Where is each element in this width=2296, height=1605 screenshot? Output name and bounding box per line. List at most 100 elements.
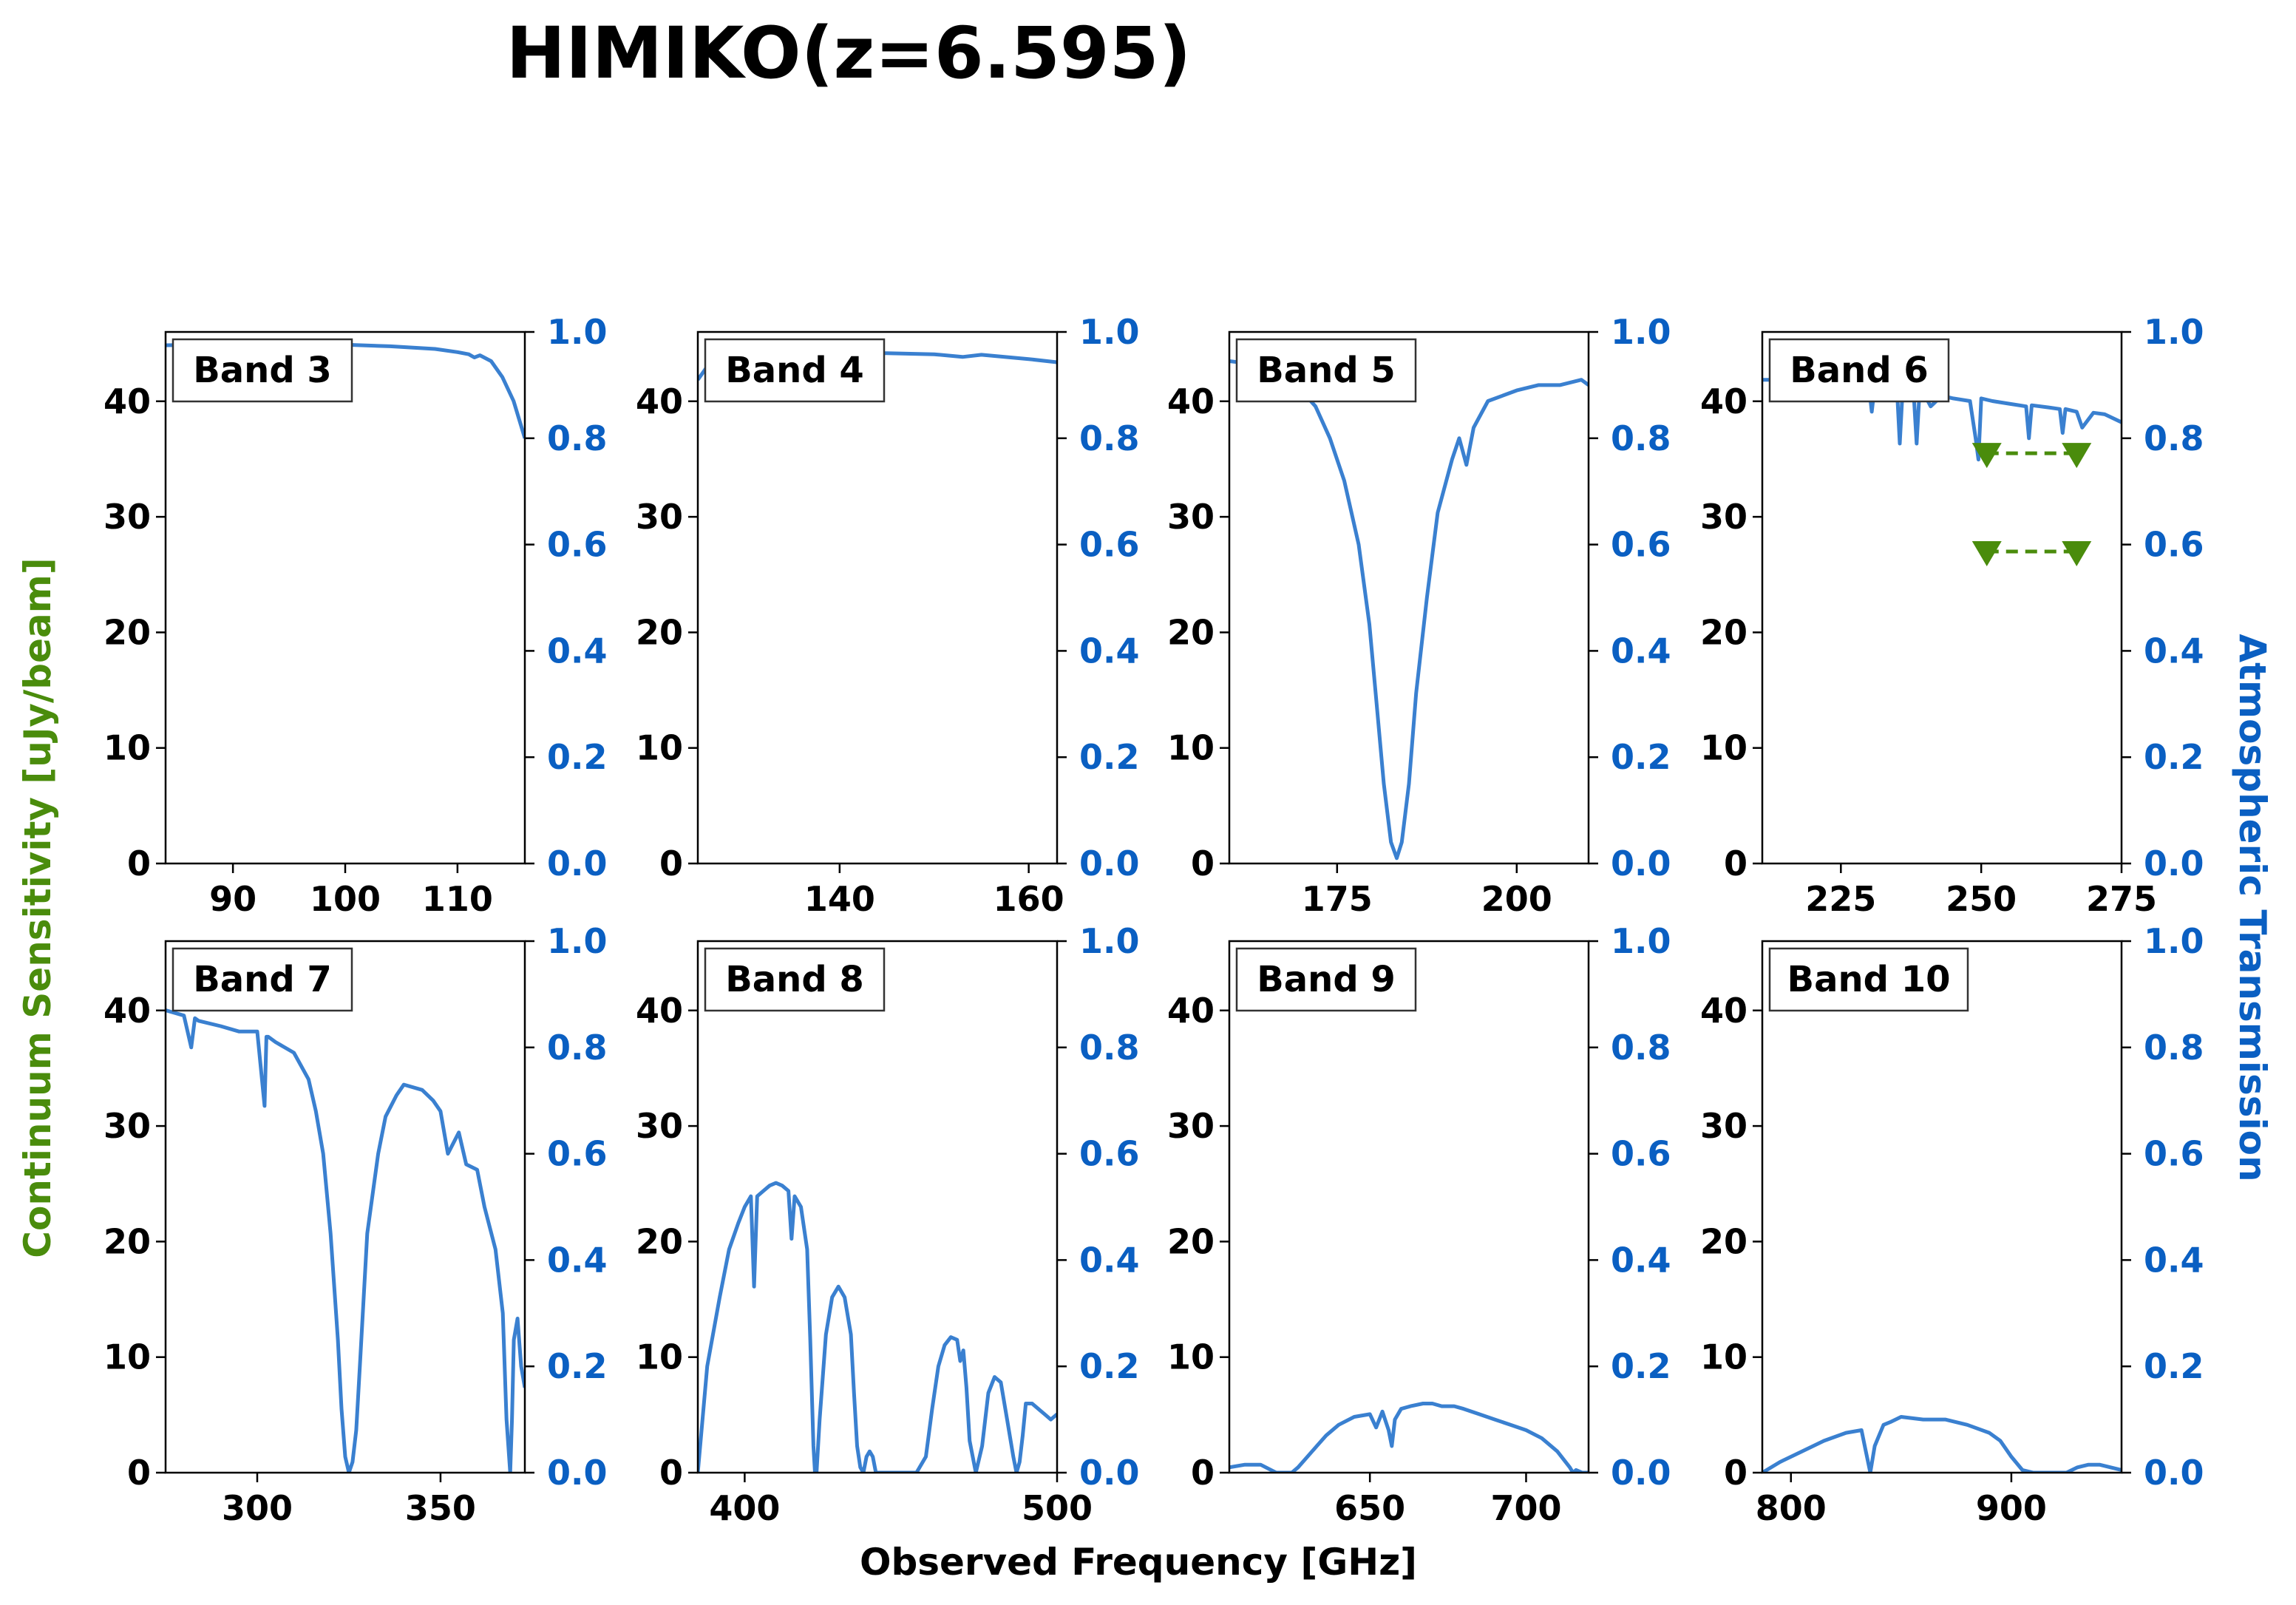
y-left-tick-label: 40 <box>1700 381 1748 421</box>
y-left-tick-label: 0 <box>1724 1453 1748 1493</box>
plot-frame <box>1761 940 2123 1474</box>
x-tick-label: 225 <box>1805 879 1876 919</box>
y-left-tick-label: 20 <box>636 612 683 652</box>
figure-title: HIMIKO(z=6.595) <box>506 12 1192 95</box>
y-right-tick-label: 0.4 <box>547 631 608 671</box>
y-left-tick-label: 20 <box>1700 1221 1748 1261</box>
y-right-tick-label: 0.2 <box>1079 737 1140 777</box>
y-right-tick-label: 0.6 <box>2144 1134 2204 1174</box>
x-tick-label: 275 <box>2086 879 2157 919</box>
y-left-tick-label: 20 <box>1700 612 1748 652</box>
y-right-tick-label: 0.8 <box>1079 418 1140 458</box>
x-tick-label: 160 <box>994 879 1064 919</box>
band-label-box <box>171 338 353 403</box>
y-left-tick-label: 30 <box>636 497 683 537</box>
y-left-tick-label: 20 <box>636 1221 683 1261</box>
y-right-tick-label: 0.0 <box>1079 1453 1140 1493</box>
band-label: Band 4 <box>725 350 864 391</box>
y-right-tick-label: 0.0 <box>1611 844 1671 883</box>
y-right-tick-label: 0.2 <box>547 1346 608 1386</box>
y-left-tick-label: 0 <box>127 844 151 883</box>
y-left-tick-label: 40 <box>1167 381 1215 421</box>
y-axis-label-left: Continuum Sensitivity [uJy/beam] <box>16 557 59 1258</box>
y-right-tick-label: 0.2 <box>2144 1346 2204 1386</box>
panel-3: 0 10 20 30 40 0.0 0.2 0.4 0.6 0.8 1.0 175 200 Band 5 <box>1167 312 1671 919</box>
y-right-tick-label: 0.2 <box>2144 737 2204 777</box>
band-label-box <box>1235 947 1417 1012</box>
y-right-tick-label: 0.8 <box>2144 418 2204 458</box>
x-tick-label: 90 <box>209 879 257 919</box>
x-axis-label: Observed Frequency [GHz] <box>860 1541 1417 1584</box>
band-label: Band 8 <box>725 959 864 1000</box>
x-tick-label: 200 <box>1481 879 1552 919</box>
y-right-tick-label: 0.2 <box>1611 737 1671 777</box>
y-right-tick-label: 0.4 <box>1611 1240 1671 1280</box>
band-label: Band 6 <box>1790 350 1929 391</box>
y-right-tick-label: 0.0 <box>1611 1453 1671 1493</box>
y-left-tick-label: 30 <box>103 497 151 537</box>
y-left-tick-label: 10 <box>1167 728 1215 768</box>
band-label: Band 3 <box>193 350 332 391</box>
y-right-tick-label: 0.4 <box>1611 631 1671 671</box>
y-right-tick-label: 0.2 <box>1611 1346 1671 1386</box>
y-left-tick-label: 0 <box>659 1453 683 1493</box>
y-right-tick-label: 0.6 <box>2144 525 2204 565</box>
upper-limit-marker <box>2062 540 2092 566</box>
transmission-curve <box>698 1181 1057 1473</box>
y-right-tick-label: 0.4 <box>1079 1240 1140 1280</box>
y-right-tick-label: 0.6 <box>1611 525 1671 565</box>
y-right-tick-label: 1.0 <box>1611 921 1671 961</box>
y-right-tick-label: 0.2 <box>1079 1346 1140 1386</box>
band-label: Band 7 <box>193 959 332 1000</box>
x-tick-label: 700 <box>1490 1488 1561 1528</box>
transmission-curve <box>166 1008 525 1473</box>
y-left-tick-label: 40 <box>1700 991 1748 1031</box>
y-left-tick-label: 10 <box>1700 728 1748 768</box>
y-right-tick-label: 1.0 <box>1079 312 1140 352</box>
upper-limit-marker <box>1971 443 2002 469</box>
panel-7: 0 10 20 30 40 0.0 0.2 0.4 0.6 0.8 1.0 650 700 Band 9 <box>1167 921 1671 1528</box>
y-right-tick-label: 0.0 <box>547 844 608 883</box>
y-left-tick-label: 20 <box>1167 1221 1215 1261</box>
y-right-tick-label: 0.8 <box>1611 1028 1671 1068</box>
y-right-tick-label: 1.0 <box>1611 312 1671 352</box>
x-tick-label: 900 <box>1976 1488 2047 1528</box>
band-label-box <box>704 947 886 1012</box>
plot-frame <box>696 940 1059 1474</box>
y-left-tick-label: 40 <box>103 381 151 421</box>
band-label-box <box>171 947 353 1012</box>
panel-4: 0 10 20 30 40 0.0 0.2 0.4 0.6 0.8 1.0 225 250 275 Band… <box>1700 312 2204 919</box>
plot-frame <box>1228 330 1590 865</box>
y-left-tick-label: 30 <box>1700 497 1748 537</box>
y-left-tick-label: 20 <box>103 1221 151 1261</box>
band-label: Band 10 <box>1787 959 1950 1000</box>
transmission-curve <box>1229 1402 1589 1473</box>
y-right-tick-label: 1.0 <box>2144 921 2204 961</box>
y-left-tick-label: 0 <box>1191 1453 1215 1493</box>
band-label: Band 5 <box>1257 350 1396 391</box>
y-left-tick-label: 20 <box>103 612 151 652</box>
y-left-tick-label: 0 <box>1191 844 1215 883</box>
y-left-tick-label: 30 <box>103 1106 151 1146</box>
y-right-tick-label: 1.0 <box>547 312 608 352</box>
y-left-tick-label: 40 <box>1167 991 1215 1031</box>
y-right-tick-label: 0.6 <box>547 1134 608 1174</box>
y-left-tick-label: 10 <box>103 728 151 768</box>
y-left-tick-label: 10 <box>636 728 683 768</box>
x-tick-label: 800 <box>1756 1488 1827 1528</box>
band-label: Band 9 <box>1257 959 1396 1000</box>
y-right-tick-label: 0.4 <box>1079 631 1140 671</box>
y-right-tick-label: 0.6 <box>1079 1134 1140 1174</box>
x-tick-label: 250 <box>1946 879 2017 919</box>
x-tick-label: 350 <box>405 1488 476 1528</box>
y-left-tick-label: 30 <box>1700 1106 1748 1146</box>
x-tick-label: 140 <box>804 879 875 919</box>
panel-6: 0 10 20 30 40 0.0 0.2 0.4 0.6 0.8 1.0 400 500 Band 8 <box>636 921 1140 1528</box>
y-left-tick-label: 10 <box>103 1337 151 1377</box>
y-left-tick-label: 40 <box>636 381 683 421</box>
y-right-tick-label: 1.0 <box>547 921 608 961</box>
y-right-tick-label: 0.6 <box>547 525 608 565</box>
y-right-tick-label: 0.2 <box>547 737 608 777</box>
transmission-curve <box>1762 1415 2122 1473</box>
